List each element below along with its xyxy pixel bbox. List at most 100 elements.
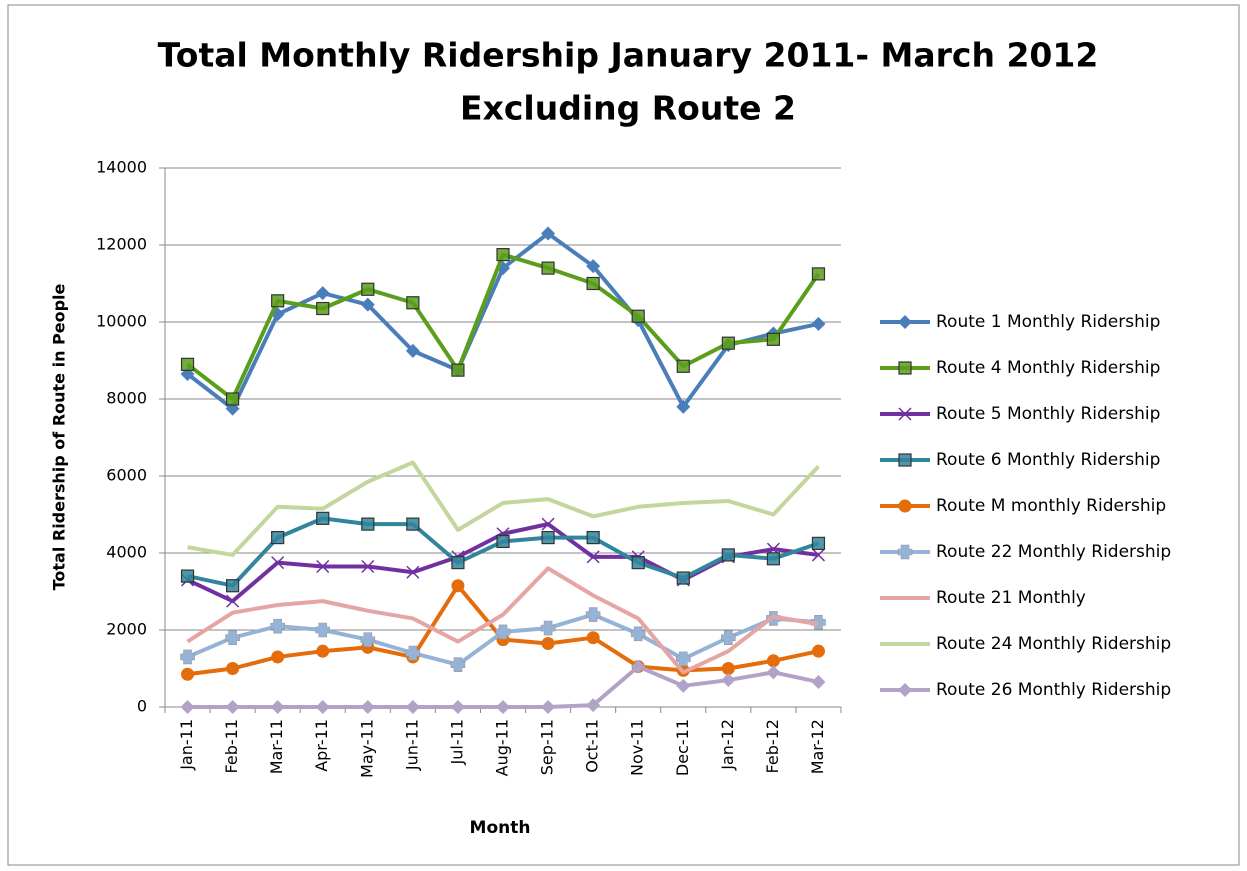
data-point bbox=[450, 700, 465, 714]
data-point bbox=[495, 624, 511, 640]
x-tick-label: May-11 bbox=[357, 719, 376, 778]
data-point bbox=[271, 650, 285, 664]
data-point bbox=[226, 392, 240, 406]
data-point bbox=[541, 517, 555, 531]
data-point bbox=[405, 343, 420, 358]
data-point bbox=[631, 309, 645, 323]
data-point bbox=[406, 517, 420, 531]
data-point bbox=[766, 332, 781, 346]
y-tick-label: 6000 bbox=[106, 466, 147, 485]
y-axis-label: Total Ridership of Route in People bbox=[50, 283, 69, 590]
y-tick-label: 14000 bbox=[96, 158, 147, 177]
data-point bbox=[766, 665, 781, 680]
legend-label: Route 21 Monthly bbox=[936, 588, 1086, 608]
legend-marker bbox=[898, 407, 912, 421]
data-point bbox=[361, 282, 375, 296]
series-line bbox=[187, 460, 820, 557]
legend-label: Route 5 Monthly Ridership bbox=[936, 404, 1160, 424]
legend-marker bbox=[898, 361, 912, 375]
data-point bbox=[631, 556, 645, 570]
data-point bbox=[405, 700, 420, 714]
data-point bbox=[360, 297, 375, 312]
data-point bbox=[721, 673, 736, 688]
y-tick-label: 10000 bbox=[96, 312, 147, 331]
data-point bbox=[586, 550, 600, 564]
data-point bbox=[631, 659, 646, 674]
data-point bbox=[361, 517, 375, 531]
series-line bbox=[186, 566, 819, 675]
data-point bbox=[586, 631, 600, 645]
data-point bbox=[811, 548, 825, 562]
legend-label: Route 24 Monthly Ridership bbox=[936, 634, 1171, 654]
data-point bbox=[180, 649, 195, 665]
data-point bbox=[451, 556, 465, 570]
legend-marker bbox=[898, 683, 912, 697]
data-point bbox=[406, 565, 420, 579]
data-point bbox=[316, 559, 330, 574]
data-point bbox=[586, 276, 600, 291]
data-point bbox=[361, 559, 375, 574]
data-point bbox=[721, 630, 736, 645]
data-point bbox=[450, 657, 466, 672]
data-point bbox=[496, 248, 510, 262]
x-tick-label: Oct-11 bbox=[583, 719, 602, 773]
x-tick-label: Jul-11 bbox=[447, 719, 466, 765]
data-point bbox=[315, 622, 331, 638]
data-point bbox=[721, 336, 735, 350]
legend-label: Route 4 Monthly Ridership bbox=[936, 358, 1160, 378]
data-point bbox=[721, 548, 735, 562]
data-point bbox=[811, 316, 826, 331]
data-point bbox=[721, 662, 735, 675]
data-point bbox=[541, 226, 556, 241]
legend-label: Route 1 Monthly Ridership bbox=[936, 312, 1160, 332]
data-point bbox=[541, 700, 556, 714]
x-axis-label: Month bbox=[470, 818, 531, 838]
legend-marker bbox=[898, 499, 912, 513]
y-tick-label: 8000 bbox=[106, 389, 147, 408]
data-point bbox=[181, 667, 195, 681]
data-point bbox=[180, 357, 195, 371]
data-point bbox=[811, 267, 826, 281]
data-point bbox=[541, 261, 555, 275]
data-point bbox=[405, 645, 421, 661]
data-point bbox=[585, 607, 601, 622]
data-point bbox=[496, 534, 510, 549]
data-point bbox=[315, 286, 330, 301]
legend-marker bbox=[898, 453, 912, 467]
data-point bbox=[180, 569, 195, 583]
x-tick-label: Nov-11 bbox=[628, 719, 647, 776]
x-tick-label: Apr-11 bbox=[312, 719, 331, 772]
legend-marker bbox=[897, 544, 913, 560]
x-tick-label: Jan-11 bbox=[177, 719, 196, 771]
data-point bbox=[225, 630, 240, 645]
x-tick-label: Aug-11 bbox=[493, 719, 512, 776]
data-point bbox=[360, 700, 375, 714]
data-point bbox=[270, 618, 285, 634]
legend-label: Route M monthly Ridership bbox=[936, 496, 1166, 516]
chart-title: Total Monthly Ridership January 2011- Ma… bbox=[158, 36, 1099, 75]
data-point bbox=[811, 674, 826, 689]
data-point bbox=[316, 511, 330, 525]
data-point bbox=[451, 579, 465, 593]
data-point bbox=[180, 700, 195, 714]
y-tick-label: 2000 bbox=[106, 620, 147, 639]
data-point bbox=[315, 700, 330, 714]
data-point bbox=[451, 363, 465, 377]
legend-label: Route 6 Monthly Ridership bbox=[936, 450, 1160, 470]
data-point bbox=[676, 678, 691, 693]
x-tick-label: Feb-12 bbox=[763, 719, 782, 773]
legend-label: Route 22 Monthly Ridership bbox=[936, 542, 1171, 562]
data-point bbox=[676, 359, 690, 373]
data-point bbox=[316, 301, 330, 316]
data-point bbox=[630, 626, 646, 642]
data-point bbox=[270, 700, 285, 714]
data-point bbox=[766, 654, 780, 668]
data-point bbox=[271, 530, 285, 545]
y-tick-label: 12000 bbox=[96, 235, 147, 254]
data-point bbox=[226, 579, 240, 593]
legend-marker bbox=[898, 315, 912, 329]
x-tick-label: Mar-11 bbox=[267, 719, 286, 774]
data-point bbox=[316, 644, 330, 658]
data-point bbox=[540, 620, 556, 636]
